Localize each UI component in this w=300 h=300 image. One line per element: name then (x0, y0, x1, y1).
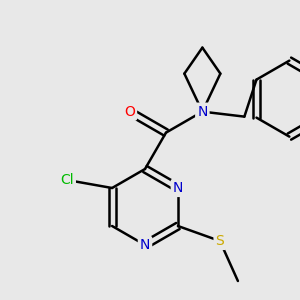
Text: Cl: Cl (60, 173, 74, 187)
Text: O: O (124, 105, 135, 118)
Text: N: N (173, 181, 183, 195)
Text: N: N (140, 238, 150, 252)
Text: S: S (215, 234, 224, 248)
Text: N: N (197, 105, 208, 118)
